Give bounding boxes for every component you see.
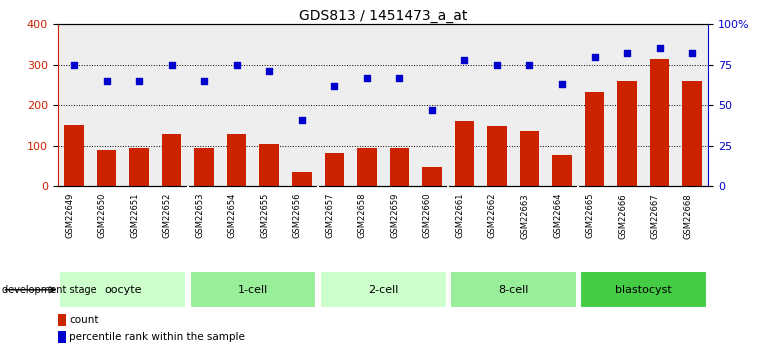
Point bbox=[328, 83, 340, 89]
Text: GSM22660: GSM22660 bbox=[423, 193, 432, 238]
Text: GSM22667: GSM22667 bbox=[651, 193, 660, 238]
Text: GSM22668: GSM22668 bbox=[683, 193, 692, 238]
Text: GSM22659: GSM22659 bbox=[390, 193, 400, 238]
Text: GSM22664: GSM22664 bbox=[553, 193, 562, 238]
Text: GSM22654: GSM22654 bbox=[228, 193, 236, 238]
Bar bbox=[357, 148, 377, 186]
Bar bbox=[454, 121, 474, 186]
Bar bbox=[292, 172, 312, 186]
Text: GSM22656: GSM22656 bbox=[293, 193, 302, 238]
Text: percentile rank within the sample: percentile rank within the sample bbox=[69, 333, 246, 342]
Point bbox=[296, 117, 308, 122]
Bar bbox=[162, 135, 182, 186]
Bar bbox=[58, 331, 66, 343]
Text: GSM22653: GSM22653 bbox=[195, 193, 204, 238]
Text: GSM22657: GSM22657 bbox=[325, 193, 334, 238]
Text: GSM22666: GSM22666 bbox=[618, 193, 627, 238]
Point bbox=[263, 68, 276, 74]
Text: GSM22649: GSM22649 bbox=[65, 193, 74, 238]
Text: GSM22662: GSM22662 bbox=[488, 193, 497, 238]
Point bbox=[360, 75, 373, 80]
Text: GSM22651: GSM22651 bbox=[130, 193, 139, 238]
Point bbox=[524, 62, 536, 67]
Text: GSM22652: GSM22652 bbox=[162, 193, 172, 238]
Point bbox=[133, 78, 146, 83]
Text: count: count bbox=[69, 315, 99, 325]
Bar bbox=[59, 271, 186, 308]
Text: GSM22661: GSM22661 bbox=[455, 193, 464, 238]
Bar bbox=[64, 126, 84, 186]
Bar bbox=[552, 155, 572, 186]
Text: 2-cell: 2-cell bbox=[368, 285, 398, 295]
Bar bbox=[129, 148, 149, 186]
Bar bbox=[324, 153, 344, 186]
Text: development stage: development stage bbox=[2, 285, 96, 295]
Text: blastocyst: blastocyst bbox=[615, 285, 671, 295]
Point bbox=[588, 54, 601, 59]
Point bbox=[458, 57, 470, 62]
Bar bbox=[584, 92, 604, 186]
Point bbox=[393, 75, 406, 80]
Bar bbox=[194, 148, 214, 186]
Point bbox=[198, 78, 210, 83]
Bar bbox=[422, 167, 442, 186]
Point bbox=[230, 62, 243, 67]
Bar bbox=[259, 144, 279, 186]
Point bbox=[100, 78, 112, 83]
Text: GSM22663: GSM22663 bbox=[521, 193, 530, 238]
Bar bbox=[618, 81, 637, 186]
Bar bbox=[189, 271, 316, 308]
Bar bbox=[580, 271, 707, 308]
Bar bbox=[227, 134, 246, 186]
Text: GSM22665: GSM22665 bbox=[585, 193, 594, 238]
Text: GSM22650: GSM22650 bbox=[98, 193, 106, 238]
Bar bbox=[97, 150, 116, 186]
Point bbox=[490, 62, 503, 67]
Text: GSM22655: GSM22655 bbox=[260, 193, 269, 238]
Bar bbox=[650, 59, 669, 186]
Text: GSM22658: GSM22658 bbox=[358, 193, 367, 238]
Point bbox=[654, 46, 666, 51]
Point bbox=[166, 62, 178, 67]
Point bbox=[686, 51, 698, 56]
Text: 8-cell: 8-cell bbox=[498, 285, 528, 295]
Bar bbox=[682, 81, 702, 186]
Bar bbox=[450, 271, 577, 308]
Text: oocyte: oocyte bbox=[104, 285, 142, 295]
Text: 1-cell: 1-cell bbox=[238, 285, 268, 295]
Point bbox=[621, 51, 633, 56]
Bar bbox=[520, 131, 539, 186]
Bar bbox=[390, 148, 409, 186]
Title: GDS813 / 1451473_a_at: GDS813 / 1451473_a_at bbox=[299, 9, 467, 23]
Bar bbox=[487, 126, 507, 186]
Point bbox=[426, 107, 438, 113]
Point bbox=[68, 62, 80, 67]
Point bbox=[556, 81, 568, 87]
Bar bbox=[58, 314, 66, 326]
Bar bbox=[320, 271, 447, 308]
